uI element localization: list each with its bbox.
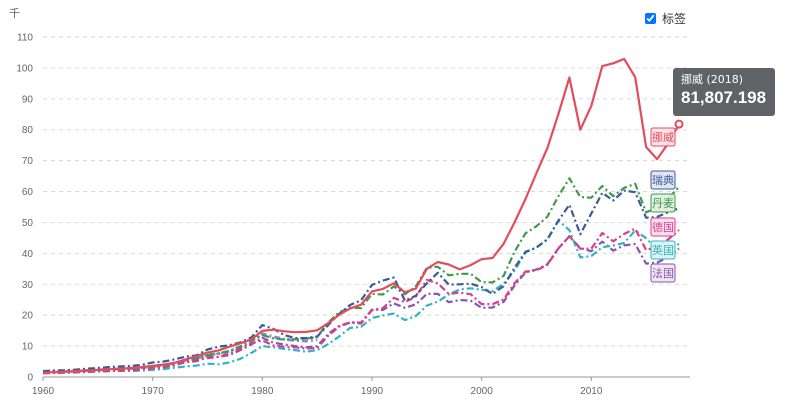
end-label[interactable]: 挪威 xyxy=(650,127,676,147)
y-tick-label: 60 xyxy=(22,187,34,198)
tooltip-header: 挪威 (2018) xyxy=(681,73,744,86)
end-label-text: 英国 xyxy=(652,243,674,257)
end-label-text: 瑞典 xyxy=(652,173,674,187)
labels-checkbox[interactable] xyxy=(645,13,656,24)
tooltip-country: 挪威 xyxy=(681,73,703,86)
labels-toggle[interactable]: 标签 xyxy=(645,10,686,27)
end-label[interactable]: 丹麦 xyxy=(650,193,676,213)
end-label-text: 德国 xyxy=(652,220,674,234)
y-unit-label: 千 xyxy=(9,7,20,20)
x-tick-label: 1960 xyxy=(32,386,55,397)
tooltip-year: 2018 xyxy=(710,73,739,86)
y-tick-label: 40 xyxy=(22,249,34,260)
axes: 0 10 20 30 40 50 60 70 80 90 100 110 1960 1970 1980 199… xyxy=(16,33,690,397)
series-line[interactable] xyxy=(42,57,680,374)
x-tick-label: 1980 xyxy=(251,386,274,397)
x-tick-label: 2000 xyxy=(471,386,494,397)
y-tick-label: 70 xyxy=(22,156,34,167)
data-tooltip: 挪威 (2018) 81,807.198 xyxy=(673,68,775,116)
series-line[interactable] xyxy=(42,227,680,375)
series-line[interactable] xyxy=(42,219,680,374)
end-label-text: 丹麦 xyxy=(652,197,674,210)
end-label[interactable]: 法国 xyxy=(650,263,676,283)
y-tick-label: 30 xyxy=(22,280,34,291)
focus-point-norway-2018[interactable] xyxy=(674,119,684,129)
x-tick-label: 1990 xyxy=(361,386,384,397)
y-tick-label: 110 xyxy=(17,33,33,44)
y-tick-label: 50 xyxy=(22,218,34,229)
y-tick-label: 90 xyxy=(22,94,34,105)
x-tick-label: 1970 xyxy=(142,386,165,397)
end-label-text: 法国 xyxy=(652,266,674,280)
labels-toggle-label: 标签 xyxy=(662,12,687,26)
y-tick-label: 100 xyxy=(16,63,33,74)
end-label[interactable]: 德国 xyxy=(650,217,676,237)
end-label[interactable]: 英国 xyxy=(650,240,676,260)
y-tick-label: 0 xyxy=(27,373,33,384)
gridlines xyxy=(43,36,690,347)
y-tick-label: 80 xyxy=(22,125,34,136)
series-line[interactable] xyxy=(42,189,680,373)
y-tick-label: 10 xyxy=(22,342,34,353)
x-tick-label: 2010 xyxy=(580,386,603,397)
end-label[interactable]: 瑞典 xyxy=(650,170,676,190)
y-tick-label: 20 xyxy=(22,311,34,322)
focus-point xyxy=(674,119,684,129)
series-line[interactable] xyxy=(42,177,680,374)
tooltip-value: 81,807.198 xyxy=(681,88,767,107)
series-lines xyxy=(42,57,680,375)
end-label-text: 挪威 xyxy=(652,130,674,144)
